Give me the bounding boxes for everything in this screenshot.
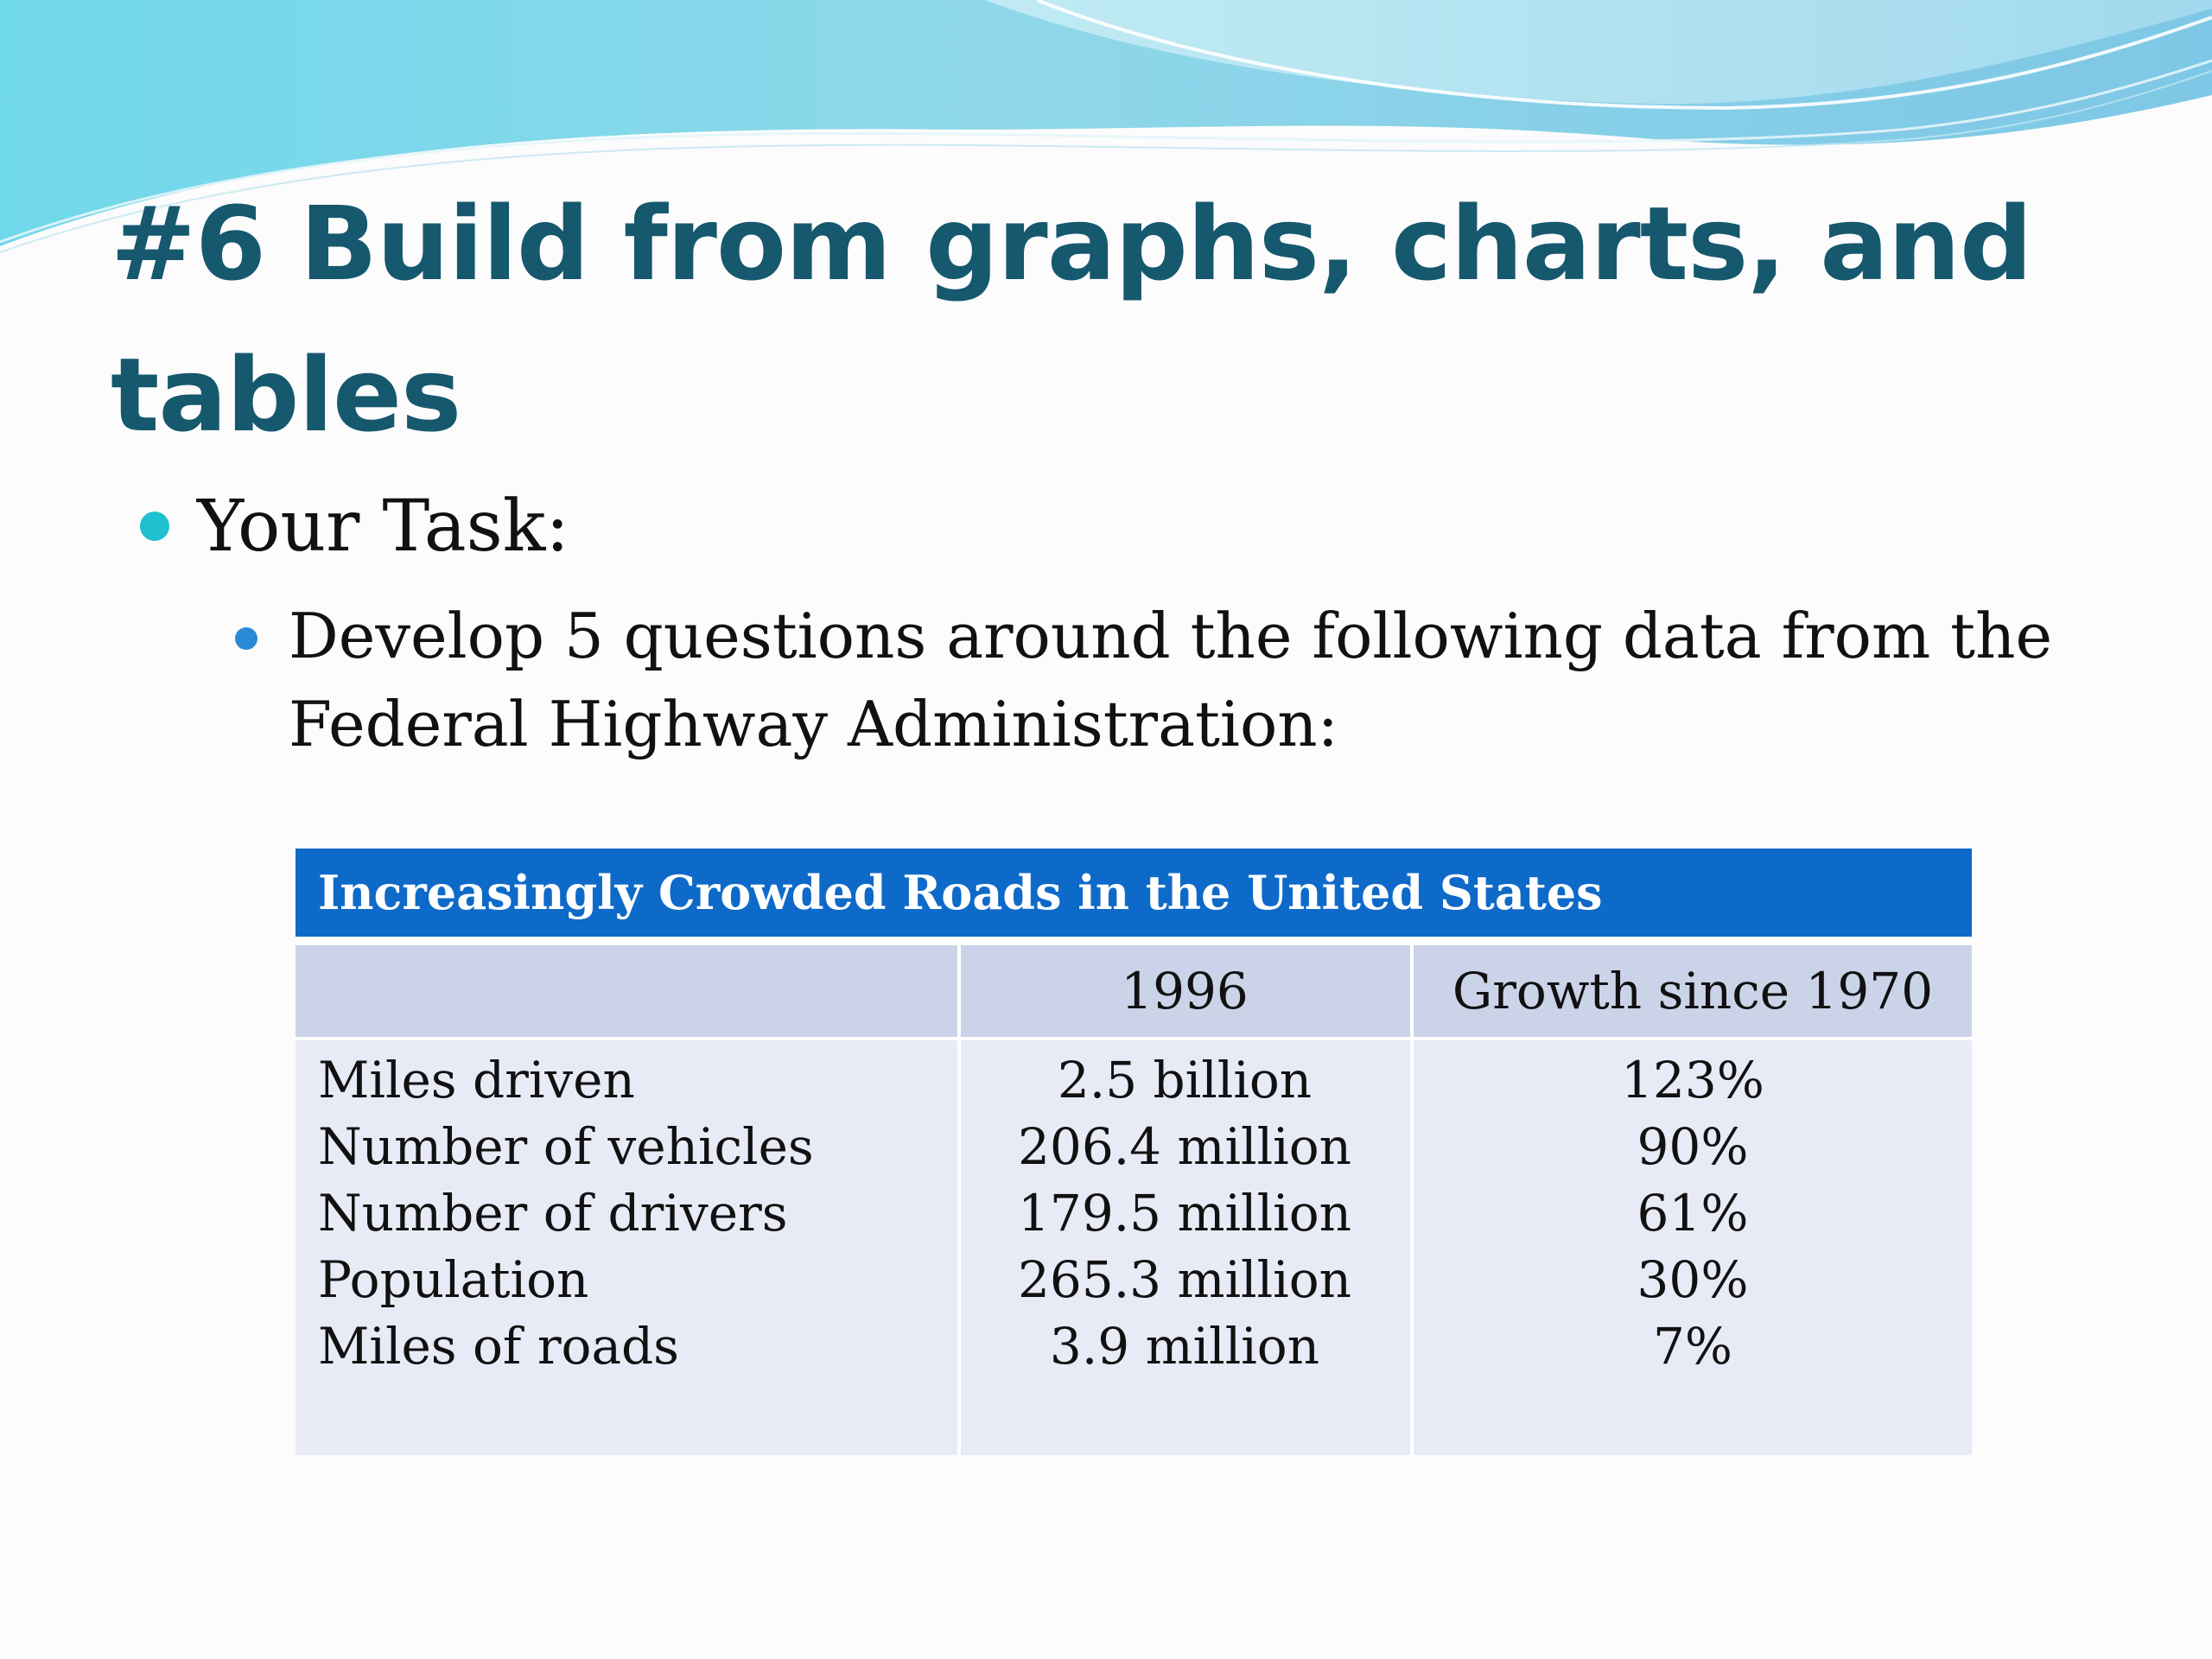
sub-bullet-dot-icon [235,627,257,650]
header-cell-1996: 1996 [1121,962,1249,1020]
decorative-wave-banner [0,0,2212,253]
table-cell-label: Miles of roads [318,1317,679,1376]
table-cell-1996: 3.9 million [1049,1317,1320,1376]
table-caption: Increasingly Crowded Roads in the United… [296,849,1972,937]
bullet-your-task: Your Task: [197,486,570,568]
column-1996-values: 2.5 billion 206.4 million 179.5 million … [959,1047,1410,1380]
header-cell-growth: Growth since 1970 [1452,962,1934,1020]
table-caption-divider [296,937,1972,945]
slide-title: #6 Build from graphs, charts, and tables [111,184,2032,454]
table-cell-label: Population [318,1250,589,1309]
table-cell-growth: 30% [1637,1250,1749,1309]
table-cell-label: Number of vehicles [318,1117,814,1176]
table-cell-growth: 90% [1637,1117,1749,1176]
table-cell-label: Number of drivers [318,1184,788,1243]
table-cell-1996: 179.5 million [1018,1184,1351,1243]
column-divider [1410,945,1414,1455]
column-growth-values: 123% 90% 61% 30% 7% [1414,1047,1972,1380]
table-header-row [296,945,1972,1037]
table-cell-1996: 2.5 billion [1057,1051,1313,1109]
header-cell-label [318,945,940,1037]
column-divider [957,945,961,1455]
column-labels: Miles driven Number of vehicles Number o… [318,1047,940,1380]
table-cell-growth: 7% [1652,1317,1732,1376]
table-header-divider [296,1037,1972,1040]
data-table: Increasingly Crowded Roads in the United… [296,849,1972,1455]
table-cell-growth: 61% [1637,1184,1749,1243]
table-cell-label: Miles driven [318,1051,635,1109]
table-cell-1996: 265.3 million [1018,1250,1351,1309]
table-cell-growth: 123% [1621,1051,1764,1109]
bullet-develop-questions: Develop 5 questions around the following… [289,600,2053,760]
bullet-dot-icon [140,512,169,541]
table-cell-1996: 206.4 million [1018,1117,1351,1176]
